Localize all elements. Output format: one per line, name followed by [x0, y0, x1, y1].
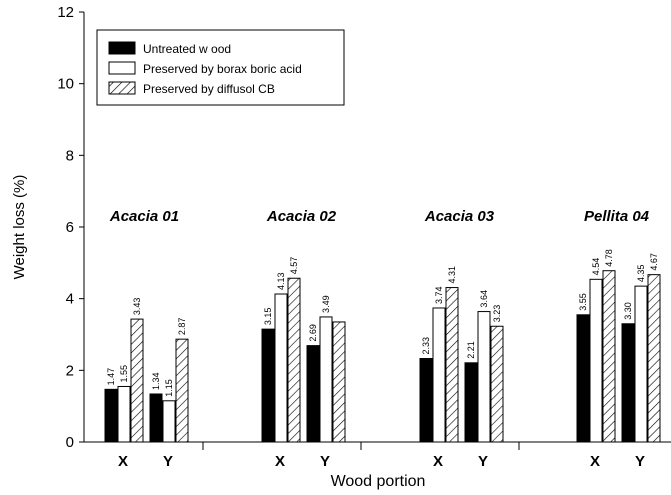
y-tick-label: 0: [66, 434, 74, 451]
legend-entry: Preserved by borax boric acid: [143, 62, 302, 76]
bar: [175, 338, 189, 443]
data-label: 4.54: [591, 258, 601, 276]
bar: [287, 277, 301, 443]
bar: [621, 323, 635, 443]
group-label: Acacia 02: [266, 208, 337, 225]
data-label: 4.31: [447, 266, 457, 284]
x-tick-label: Y: [635, 453, 645, 470]
legend-swatch: [108, 61, 136, 75]
data-label: 4.78: [604, 249, 614, 267]
data-label: 1.34: [151, 372, 161, 390]
data-label: 3.55: [578, 293, 588, 311]
group-label: Acacia 03: [424, 208, 495, 225]
bar: [634, 285, 648, 443]
group-label: Acacia 01: [109, 208, 179, 225]
data-label: 4.13: [276, 272, 286, 290]
data-label: 4.67: [649, 253, 659, 271]
legend-box: [96, 29, 345, 106]
data-label: 4.57: [289, 257, 299, 275]
group-label: Pellita 04: [584, 208, 650, 225]
bar: [261, 328, 275, 443]
bar: [490, 325, 504, 443]
bar: [117, 385, 131, 443]
data-label: 3.43: [132, 298, 142, 316]
data-label: 3.30: [623, 302, 633, 320]
data-label: 2.33: [421, 337, 431, 355]
bar: [319, 316, 333, 443]
y-tick-label: 10: [57, 76, 74, 93]
bar: [306, 345, 320, 443]
data-label: 1.55: [119, 365, 129, 383]
bar: [432, 307, 446, 443]
bar: [149, 393, 163, 443]
bar: [104, 388, 118, 443]
legend-swatch: [108, 81, 136, 95]
bar: [647, 274, 661, 443]
bar: [477, 311, 491, 443]
y-tick-label: 2: [66, 362, 74, 379]
x-tick-label: X: [118, 453, 128, 470]
data-label: 2.21: [466, 341, 476, 359]
data-label: 1.47: [106, 368, 116, 386]
x-tick-label: X: [590, 453, 600, 470]
y-tick-label: 6: [66, 219, 74, 236]
bar: [602, 270, 616, 443]
data-label: 3.49: [321, 295, 331, 313]
data-label: 3.64: [479, 290, 489, 308]
x-tick-label: Y: [163, 453, 173, 470]
bar: [130, 318, 144, 443]
y-tick-label: 4: [66, 291, 74, 308]
data-label: 4.35: [636, 265, 646, 283]
x-axis-label: Wood portion: [331, 473, 426, 490]
y-tick-label: 12: [57, 4, 74, 21]
x-tick-label: Y: [478, 453, 488, 470]
bar: [589, 278, 603, 443]
legend-entry: Untreated w ood: [143, 42, 231, 56]
x-tick-label: X: [275, 453, 285, 470]
data-label: 3.15: [263, 308, 273, 326]
bar: [419, 358, 433, 443]
x-tick-label: Y: [320, 453, 330, 470]
bar: [274, 293, 288, 443]
y-tick-label: 8: [66, 147, 74, 164]
data-label: 1.15: [164, 379, 174, 397]
legend-entry: Preserved by diffusol CB: [143, 82, 275, 96]
bar: [332, 321, 346, 443]
data-label: 3.23: [492, 305, 502, 323]
bar: [464, 362, 478, 443]
y-axis-label: Weight loss (%): [11, 175, 28, 280]
data-label: 3.74: [434, 286, 444, 304]
legend-swatch: [108, 41, 136, 55]
data-label: 2.69: [308, 324, 318, 342]
x-tick-label: X: [433, 453, 443, 470]
bar: [445, 287, 459, 443]
bar: [162, 400, 176, 443]
data-label: 2.87: [177, 318, 187, 336]
bar: [576, 314, 590, 443]
